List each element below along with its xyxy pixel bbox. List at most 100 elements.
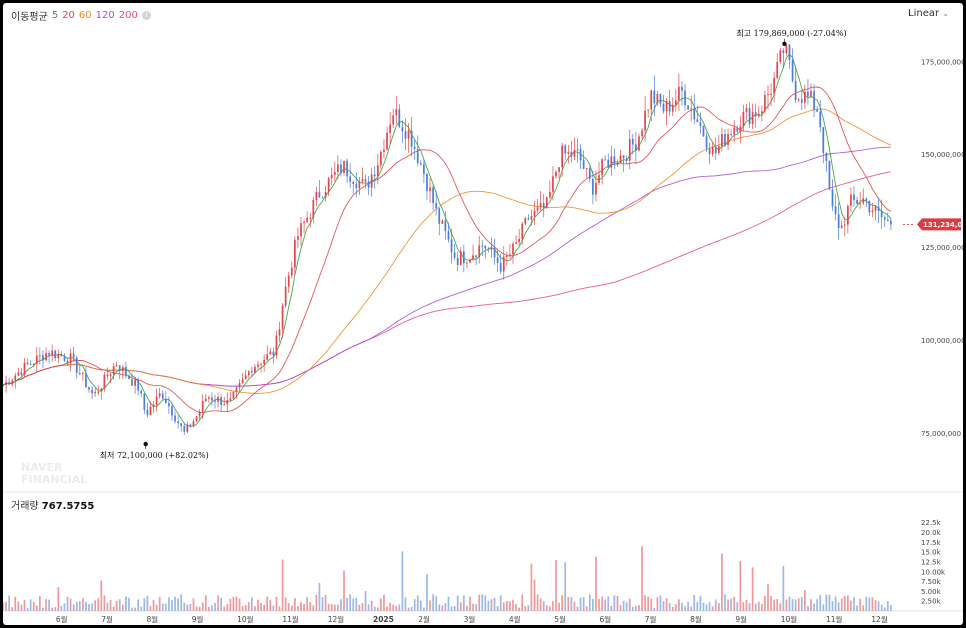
info-icon[interactable]: i [141, 11, 151, 20]
candle-body [822, 127, 825, 153]
volume-bar [595, 556, 597, 611]
volume-bar [567, 596, 570, 611]
candle-body [650, 90, 653, 110]
candle-body [539, 203, 542, 208]
candle-body [226, 399, 229, 405]
volume-bar [794, 599, 797, 611]
volume-bar [103, 595, 106, 611]
volume-bar [693, 595, 696, 611]
candle-body [426, 173, 428, 192]
volume-bar [561, 595, 564, 611]
volume-bar [180, 594, 183, 611]
scale-select[interactable]: Linear ⌄ [908, 8, 949, 19]
legend-ma200[interactable]: 200 [118, 10, 138, 21]
candle-body [536, 207, 539, 211]
volume-bar [235, 596, 238, 611]
candle-body [48, 353, 50, 356]
candle-body [671, 104, 674, 112]
volume-bar [490, 599, 493, 611]
candle-body [278, 329, 281, 336]
legend-ma120[interactable]: 120 [95, 10, 115, 21]
volume-bar [290, 605, 293, 611]
candle-body [469, 259, 471, 263]
candle-body [478, 245, 481, 258]
candle-body [183, 426, 186, 432]
candle-body [257, 364, 259, 367]
volume-bar [662, 601, 665, 611]
candle-body [871, 210, 874, 213]
candle-body [192, 421, 195, 427]
candle-body [174, 415, 176, 422]
candle-body [376, 165, 379, 177]
chart-frame: 이동평균 5 20 60 120 200 i Linear ⌄ 거래량 767.… [3, 3, 963, 625]
volume-bar [168, 597, 170, 611]
volume-bar [604, 599, 607, 611]
candle-body [158, 393, 161, 397]
candle-body [26, 362, 29, 365]
last-price-tag [917, 218, 961, 231]
candle-body [441, 220, 444, 224]
volume-bar [853, 597, 855, 611]
legend-ma5[interactable]: 5 [51, 10, 59, 21]
candle-body [782, 50, 785, 54]
candle-body [813, 91, 815, 110]
volume-bar [681, 602, 683, 611]
candle-body [570, 151, 573, 157]
volume-bar [647, 596, 650, 611]
volume-bar [730, 598, 732, 611]
legend-ma60[interactable]: 60 [78, 10, 92, 21]
volume-bar [324, 594, 327, 611]
candle-body [696, 119, 699, 123]
volume-bar [779, 603, 782, 611]
candle-body [527, 218, 530, 220]
volume-bar [773, 599, 775, 611]
candle-body [499, 262, 502, 272]
candle-body [143, 393, 146, 410]
candle-body [847, 205, 849, 225]
volume-bar [767, 584, 769, 611]
x-tick-label: 7월 [101, 614, 113, 624]
candle-body [840, 225, 843, 228]
candle-body [137, 379, 140, 391]
volume-bar [192, 598, 195, 611]
volume-bar [214, 602, 216, 611]
candle-body [373, 174, 376, 177]
candle-body [702, 126, 705, 137]
volume-tick-label: 12.5k [921, 558, 942, 566]
candle-body [324, 191, 327, 198]
volume-bar [776, 599, 779, 611]
volume-bar [416, 595, 419, 611]
candle-body [733, 127, 736, 135]
legend-ma20[interactable]: 20 [62, 10, 75, 21]
candle-body [284, 286, 287, 306]
candle-body [880, 210, 883, 218]
volume-bar [201, 602, 204, 611]
volume-bar [54, 607, 57, 611]
volume-bar [63, 603, 66, 611]
candle-body [201, 401, 204, 412]
candle-body [195, 416, 198, 422]
candle-body [134, 379, 136, 386]
volume-bar [260, 602, 262, 611]
volume-bar [272, 605, 275, 611]
volume-bar [26, 607, 29, 611]
candle-body [665, 100, 668, 112]
volume-bar [462, 595, 465, 611]
volume-tick-label: 10.00k [921, 568, 946, 576]
candle-body [14, 375, 17, 381]
candle-body [189, 424, 192, 427]
volume-bar [807, 605, 809, 611]
candle-body [69, 353, 72, 364]
volume-bar [837, 602, 840, 611]
volume-bar [751, 567, 754, 611]
volume-bar [42, 607, 44, 611]
candle-body [592, 178, 594, 195]
moving-average-legend[interactable]: 이동평균 5 20 60 120 200 i [11, 8, 151, 23]
volume-bar [816, 599, 819, 611]
candle-body [281, 305, 284, 330]
candle-body [103, 374, 106, 389]
candle-body [859, 203, 862, 205]
volume-bar [57, 587, 60, 611]
volume-bar [69, 598, 72, 611]
